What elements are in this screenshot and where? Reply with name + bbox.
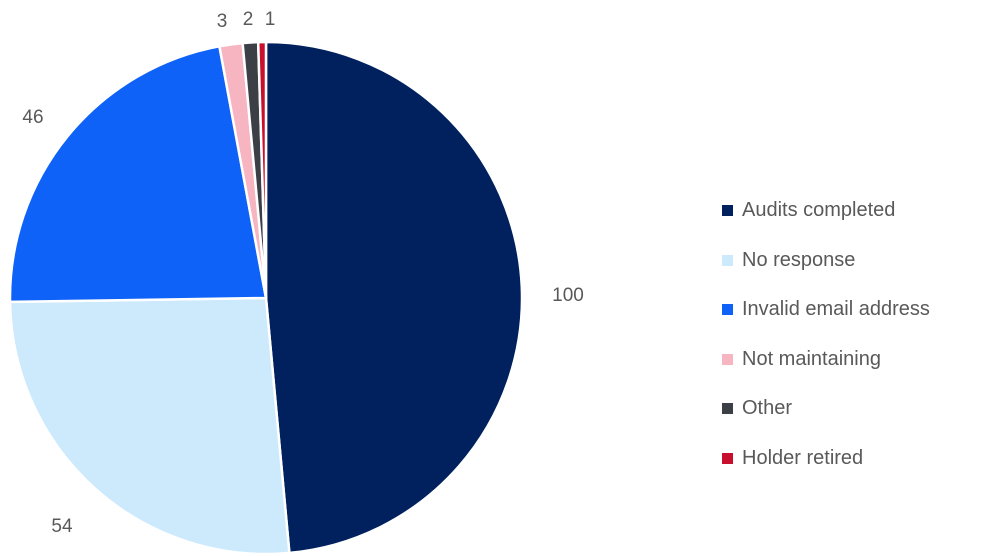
data-label-not-maintaining: 3 bbox=[217, 11, 228, 32]
legend-swatch bbox=[722, 353, 733, 365]
legend-swatch bbox=[722, 205, 733, 217]
legend-item-no-response: No response bbox=[722, 236, 980, 286]
pie-data-labels: 100 54 46 3 2 1 bbox=[22, 9, 583, 537]
pie-slice-holder-retired bbox=[256, 40, 268, 300]
legend-swatch bbox=[722, 452, 733, 464]
legend-label: Holder retired bbox=[742, 446, 864, 469]
data-label-invalid-email-address: 46 bbox=[22, 107, 43, 128]
legend-swatch bbox=[722, 254, 733, 266]
legend-item-audits-completed: Audits completed bbox=[722, 186, 980, 236]
pie-slice-invalid-email-address bbox=[8, 45, 268, 304]
legend-label: Not maintaining bbox=[742, 347, 881, 370]
legend-label: No response bbox=[742, 248, 856, 271]
data-label-audits-completed: 100 bbox=[552, 285, 584, 306]
chart-legend: Audits completed No response Invalid email… bbox=[722, 186, 980, 483]
data-label-no-response: 54 bbox=[51, 516, 73, 537]
pie-slices bbox=[8, 40, 524, 556]
legend-label: Audits completed bbox=[742, 199, 896, 222]
data-label-holder-retired: 1 bbox=[265, 9, 276, 30]
legend-label: Other bbox=[742, 397, 793, 420]
legend-item-holder-retired: Holder retired bbox=[722, 434, 980, 484]
legend-swatch bbox=[722, 403, 733, 415]
legend-item-other: Other bbox=[722, 384, 980, 434]
legend-item-invalid-email-address: Invalid email address bbox=[722, 285, 980, 335]
legend-item-not-maintaining: Not maintaining bbox=[722, 335, 980, 385]
legend-label: Invalid email address bbox=[742, 298, 930, 321]
legend-swatch bbox=[722, 304, 733, 316]
data-label-other: 2 bbox=[243, 9, 254, 30]
pie-slice-audits-completed bbox=[264, 40, 524, 555]
pie-slice-no-response bbox=[8, 296, 291, 556]
